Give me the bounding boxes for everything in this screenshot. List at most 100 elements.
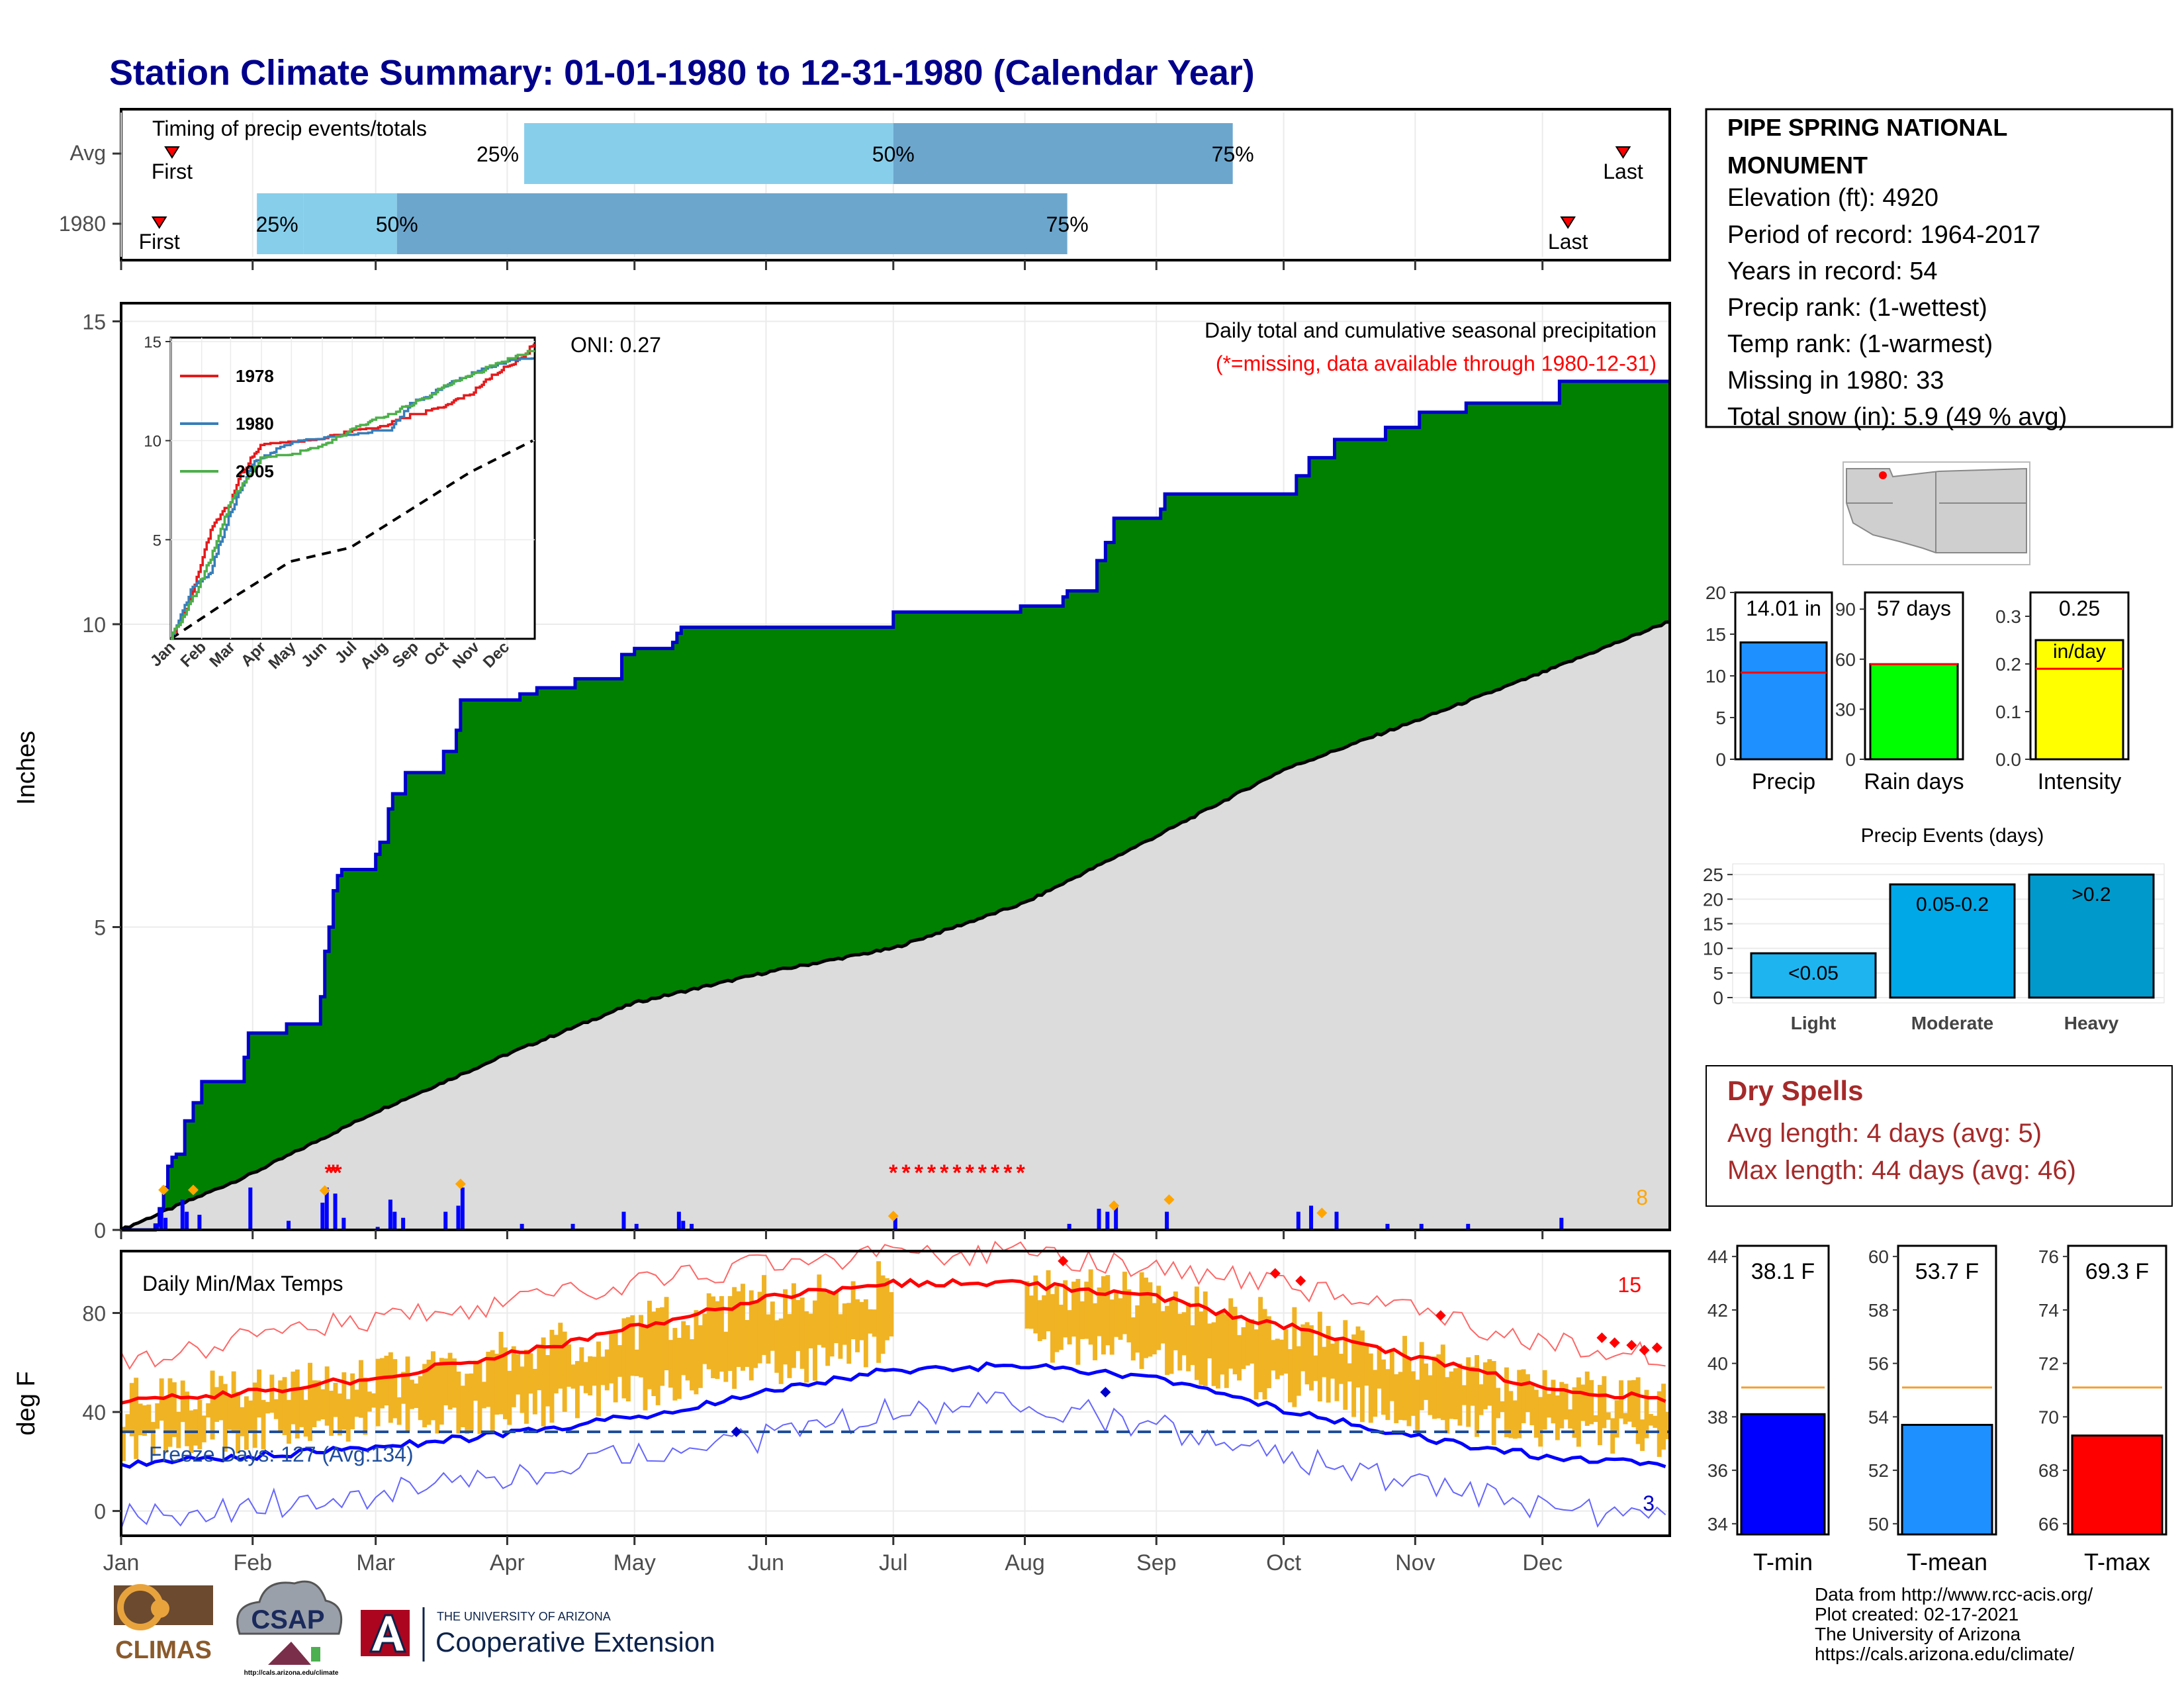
timing-p75-label: 75% — [1212, 142, 1254, 166]
daily-temp-bar — [163, 1396, 169, 1453]
daily-temp-bar — [1309, 1325, 1314, 1391]
events-bar-label: 0.05-0.2 — [1916, 894, 1989, 915]
daily-temp-bar — [719, 1295, 724, 1372]
temp-extreme-markers — [731, 1255, 1662, 1437]
temp-panel-frame — [120, 1250, 1671, 1537]
daily-temp-bar — [494, 1354, 500, 1415]
daily-temp-bar — [273, 1399, 279, 1419]
daily-temp-bar — [1258, 1297, 1263, 1393]
daily-temp-bar — [651, 1311, 657, 1396]
daily-precip-bar — [621, 1211, 626, 1230]
avg-min-line — [120, 1361, 1666, 1469]
first-event-marker — [151, 216, 167, 229]
precip-y-tick-label: 0 — [1715, 749, 1726, 770]
rain_days-panel: 0 30 60 90 57 days Rain days — [1835, 591, 1964, 794]
daily-temp-bar — [1598, 1385, 1602, 1446]
daily-temp-bar — [715, 1301, 720, 1380]
daily-precip-bar — [1309, 1205, 1314, 1230]
daily-temp-bar — [231, 1371, 236, 1434]
daily-precip-bar — [1559, 1217, 1564, 1230]
last-event-label: Last — [1548, 230, 1588, 254]
record-high-marker — [1596, 1332, 1608, 1343]
daily-temp-bar — [214, 1387, 219, 1423]
tmax-y-tick-label: 74 — [2038, 1300, 2059, 1321]
daily-temp-bar — [1661, 1383, 1666, 1450]
daily-temp-bar — [690, 1339, 694, 1391]
tmax-bar — [2071, 1434, 2163, 1536]
daily-temp-bar — [1160, 1311, 1165, 1344]
precip-title: Daily total and cumulative seasonal prec… — [1205, 318, 1657, 342]
daily-temp-bar — [1410, 1371, 1416, 1416]
daily-temp-bar — [447, 1352, 453, 1410]
timing-bar-50-75 — [893, 123, 1233, 184]
daily-temp-bar — [1419, 1342, 1424, 1411]
daily-temp-bar — [473, 1360, 478, 1401]
daily-temp-bar — [702, 1313, 707, 1364]
daily-temp-bar — [176, 1411, 181, 1448]
daily-temp-bar — [1521, 1369, 1526, 1423]
daily-temp-bar — [1105, 1275, 1111, 1346]
daily-temp-bar — [498, 1331, 504, 1415]
daily-temp-bar — [1547, 1393, 1551, 1418]
daily-temp-bar — [1525, 1374, 1530, 1413]
daily-temp-range-bars — [121, 1261, 1670, 1462]
daily-temp-bar — [477, 1362, 482, 1434]
daily-temp-bar — [762, 1275, 766, 1355]
daily-temp-bar — [723, 1331, 729, 1382]
daily-temp-bar — [388, 1352, 393, 1423]
daily-temp-bar — [333, 1383, 338, 1417]
daily-temp-bar — [1368, 1353, 1373, 1423]
daily-precip-bar — [333, 1194, 338, 1230]
daily-temp-bar — [660, 1307, 665, 1386]
daily-temp-bar — [1144, 1278, 1148, 1358]
precip-events-title: Precip Events (days) — [1861, 825, 2044, 847]
daily-temp-bar — [1665, 1411, 1670, 1439]
daily-temp-bar — [1406, 1357, 1412, 1427]
dry-spells-max: Max length: 44 days (avg: 46) — [1727, 1156, 2076, 1185]
record-high-marker — [1626, 1340, 1637, 1351]
station-name-line2: MONUMENT — [1727, 152, 1868, 179]
daily-temp-bar — [1114, 1291, 1119, 1337]
daily-precip-bar — [180, 1199, 185, 1230]
station-years: Years in record: 54 — [1727, 258, 1938, 285]
dry-spells-avg: Avg length: 4 days (avg: 5) — [1727, 1119, 2042, 1148]
daily-precip-bar — [1165, 1211, 1169, 1230]
daily-temp-bar — [1542, 1370, 1547, 1430]
daily-temp-bar — [1037, 1300, 1042, 1341]
daily-temp-bar — [1398, 1372, 1403, 1421]
tmean-name-label: T-mean — [1907, 1548, 1987, 1575]
daily-temp-bar — [329, 1390, 334, 1436]
daily-temp-bar — [1653, 1415, 1658, 1428]
daily-precip-bar — [375, 1227, 380, 1230]
daily-temp-bar — [1042, 1295, 1047, 1340]
credit-line-4: https://cals.arizona.edu/climate/ — [1815, 1644, 2074, 1664]
daily-temp-bar — [1394, 1374, 1399, 1423]
daily-temp-bar — [439, 1358, 444, 1425]
precip-y-axis: 0 5 10 15 — [82, 310, 121, 1243]
tmean-y-tick-label: 54 — [1868, 1407, 1889, 1427]
precip-value-label: 14.01 in — [1746, 596, 1821, 620]
daily-temp-bar — [405, 1356, 410, 1432]
precip-bar — [1739, 641, 1828, 761]
daily-temp-bar — [757, 1291, 762, 1364]
daily-temp-bar — [324, 1366, 330, 1426]
tmean-y-tick-label: 50 — [1868, 1514, 1889, 1534]
daily-temp-bar — [524, 1350, 529, 1424]
daily-temp-bar — [558, 1323, 563, 1389]
daily-temp-bar — [248, 1400, 253, 1433]
daily-temp-bar — [261, 1399, 266, 1450]
daily-temp-bar — [672, 1328, 678, 1401]
daily-temp-bar — [350, 1373, 355, 1430]
rain_days-y-tick-label: 60 — [1835, 649, 1856, 670]
daily-temp-bar — [1279, 1339, 1285, 1376]
daily-temp-bar — [146, 1404, 152, 1431]
daily-temp-bar — [664, 1297, 669, 1371]
daily-temp-bar — [770, 1301, 775, 1351]
daily-temp-bar — [1343, 1320, 1348, 1410]
daily-temp-bar — [868, 1309, 873, 1334]
intensity-value-label: 0.25 — [2059, 596, 2100, 620]
daily-temp-bar — [1093, 1303, 1098, 1360]
daily-temp-bar — [817, 1274, 822, 1345]
daily-temp-bar — [634, 1349, 639, 1376]
daily-temp-bar — [876, 1261, 882, 1363]
